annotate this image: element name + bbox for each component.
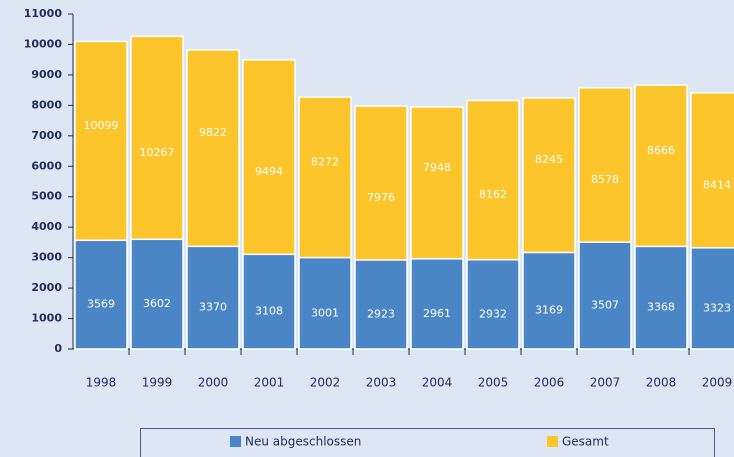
bar <box>298 256 352 350</box>
data-label: 3368 <box>647 301 675 314</box>
data-label: 2961 <box>423 307 451 320</box>
data-label: 8272 <box>311 155 339 168</box>
legend-box <box>140 428 715 457</box>
data-label: 8414 <box>703 178 731 191</box>
legend-label: Neu abgeschlossen <box>245 435 361 449</box>
y-tick-label: 7000 <box>31 129 62 142</box>
data-label: 7948 <box>423 161 451 174</box>
data-label: 8245 <box>535 153 563 166</box>
y-tick-label: 0 <box>54 342 62 355</box>
data-label: 3001 <box>311 306 339 319</box>
data-label: 8162 <box>479 188 507 201</box>
x-tick-label: 1999 <box>142 376 173 390</box>
y-tick-label: 9000 <box>31 68 62 81</box>
y-tick-label: 2000 <box>31 281 62 294</box>
y-tick-label: 10000 <box>24 37 63 50</box>
x-tick-label: 2002 <box>310 376 341 390</box>
bar <box>130 238 184 350</box>
data-label: 3602 <box>143 297 171 310</box>
bar <box>186 245 240 350</box>
data-label: 10267 <box>140 146 175 159</box>
y-tick-label: 11000 <box>24 7 63 20</box>
bar <box>634 245 688 350</box>
data-label: 3507 <box>591 299 619 312</box>
bar <box>410 258 464 350</box>
y-tick-label: 5000 <box>31 190 62 203</box>
data-label: 3108 <box>255 305 283 318</box>
x-tick-label: 2009 <box>702 376 733 390</box>
data-label: 8578 <box>591 173 619 186</box>
x-tick-label: 2000 <box>198 376 229 390</box>
data-label: 8666 <box>647 144 675 157</box>
data-label: 2932 <box>479 307 507 320</box>
data-label: 3370 <box>199 301 227 314</box>
y-tick-label: 1000 <box>31 312 62 325</box>
bar <box>354 259 408 350</box>
bar <box>522 251 576 350</box>
y-tick-label: 6000 <box>31 159 62 172</box>
x-tick-label: 2004 <box>422 376 453 390</box>
data-label: 3169 <box>535 304 563 317</box>
bar <box>466 258 520 350</box>
bar <box>578 241 632 350</box>
bar <box>74 239 128 350</box>
data-label: 10099 <box>84 119 119 132</box>
data-label: 9822 <box>199 126 227 139</box>
x-tick-label: 2008 <box>646 376 677 390</box>
x-tick-label: 2005 <box>478 376 509 390</box>
y-tick-label: 4000 <box>31 220 62 233</box>
legend-swatch <box>230 436 241 447</box>
bar <box>690 247 734 350</box>
data-label: 3323 <box>703 301 731 314</box>
data-label: 3569 <box>87 298 115 311</box>
y-tick-label: 3000 <box>31 251 62 264</box>
x-tick-label: 2007 <box>590 376 621 390</box>
x-tick-label: 2003 <box>366 376 397 390</box>
legend-label: Gesamt <box>562 435 609 449</box>
x-tick-label: 1998 <box>86 376 117 390</box>
y-tick-label: 8000 <box>31 98 62 111</box>
bar <box>242 253 296 350</box>
x-tick-label: 2006 <box>534 376 565 390</box>
x-tick-label: 2001 <box>254 376 285 390</box>
legend-swatch <box>547 436 558 447</box>
data-label: 2923 <box>367 307 395 320</box>
data-label: 7976 <box>367 191 395 204</box>
data-label: 9494 <box>255 165 283 178</box>
